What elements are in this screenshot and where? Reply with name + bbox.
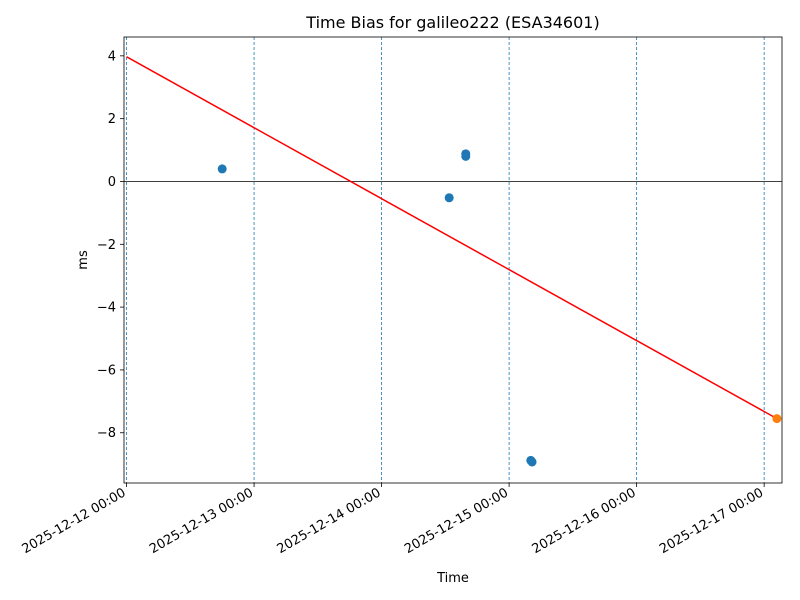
x-tick-label-5: 2025-12-17 00:00 xyxy=(657,485,766,557)
axes-frame xyxy=(123,36,783,484)
x-axis-label: Time xyxy=(436,571,469,586)
x-tick-label-2: 2025-12-14 00:00 xyxy=(275,485,384,557)
y-tick-label-3: −2 xyxy=(97,238,116,253)
data-point-1-0 xyxy=(772,414,782,424)
y-tick-label-5: −6 xyxy=(97,363,116,378)
x-tick-label-0: 2025-12-12 00:00 xyxy=(20,485,129,557)
y-tick-label-6: −8 xyxy=(97,426,116,441)
y-tick-label-0: 4 xyxy=(108,49,116,64)
y-axis-label: ms xyxy=(76,250,91,270)
data-point-0-3 xyxy=(461,151,471,161)
y-tick-label-1: 2 xyxy=(108,112,116,127)
x-tick-label-3: 2025-12-15 00:00 xyxy=(402,485,511,557)
plot-area: 4 2 0 −2 −4 −6 −8 2025-12-12 00:00 2025-12-13 00… xyxy=(20,36,783,557)
x-tick-label-4: 2025-12-16 00:00 xyxy=(530,485,639,557)
data-point-0-5 xyxy=(527,457,537,467)
trend-line xyxy=(126,56,778,420)
data-point-0-0 xyxy=(217,164,227,174)
y-tick-label-4: −4 xyxy=(97,301,116,316)
chart-title: Time Bias for galileo222 (ESA34601) xyxy=(305,13,599,32)
y-tick-label-2: 0 xyxy=(108,175,116,190)
data-point-0-1 xyxy=(444,193,454,203)
x-tick-label-1: 2025-12-13 00:00 xyxy=(147,485,256,557)
